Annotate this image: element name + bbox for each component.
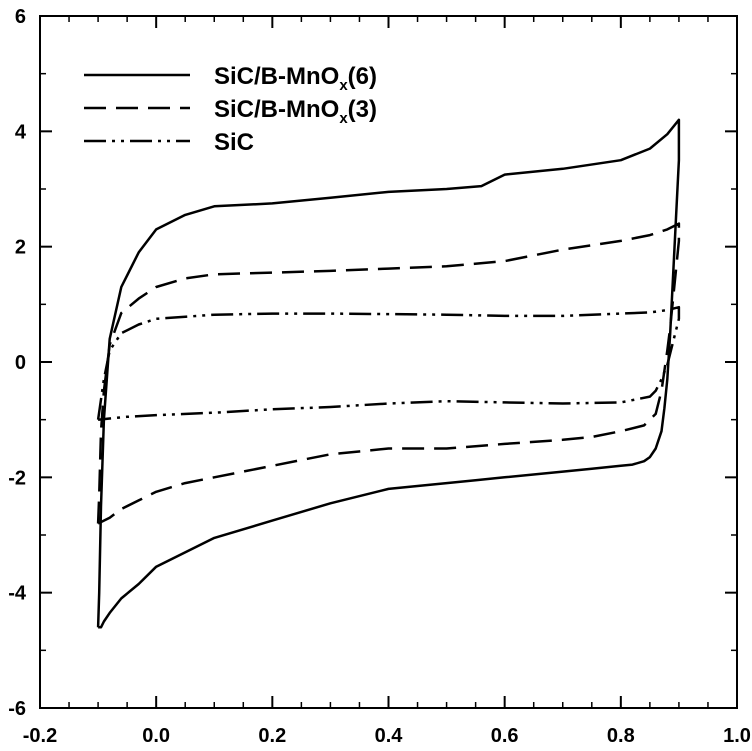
x-tick-label: 0.0 (142, 725, 170, 747)
axis-ticks (39, 15, 738, 709)
y-tick-label: -2 (8, 467, 26, 489)
legend-label-1: SiC/B-MnOx(6) (214, 63, 377, 94)
x-tick-label: 0.8 (607, 725, 635, 747)
legend-label-3: SiC (214, 129, 254, 156)
legend: SiC/B-MnOx(6)SiC/B-MnOx(3)SiC (84, 63, 377, 156)
x-tick-label: -0.2 (23, 725, 57, 747)
series-line-3 (96, 305, 681, 421)
y-tick-labels: 6 4 2 0 -2 -4 -6 (8, 6, 27, 720)
y-tick-label: 4 (15, 121, 27, 143)
x-tick-labels: -0.2 0.0 0.2 0.4 0.6 0.8 1.0 (23, 725, 751, 747)
series-line-1 (96, 118, 681, 629)
y-tick-label: -6 (8, 698, 26, 720)
plot-frame (39, 15, 738, 709)
x-tick-label: 0.6 (491, 725, 519, 747)
y-tick-label: 0 (15, 352, 26, 374)
y-tick-label: -4 (8, 583, 27, 605)
x-tick-label: 0.4 (375, 725, 404, 747)
series-line-2 (96, 222, 681, 525)
legend-label-2: SiC/B-MnOx(3) (214, 96, 377, 127)
y-tick-label: 2 (15, 237, 26, 259)
x-tick-label: 0.2 (258, 725, 286, 747)
series-group (96, 118, 681, 629)
x-tick-label: 1.0 (723, 725, 751, 747)
y-tick-label: 6 (15, 6, 26, 28)
